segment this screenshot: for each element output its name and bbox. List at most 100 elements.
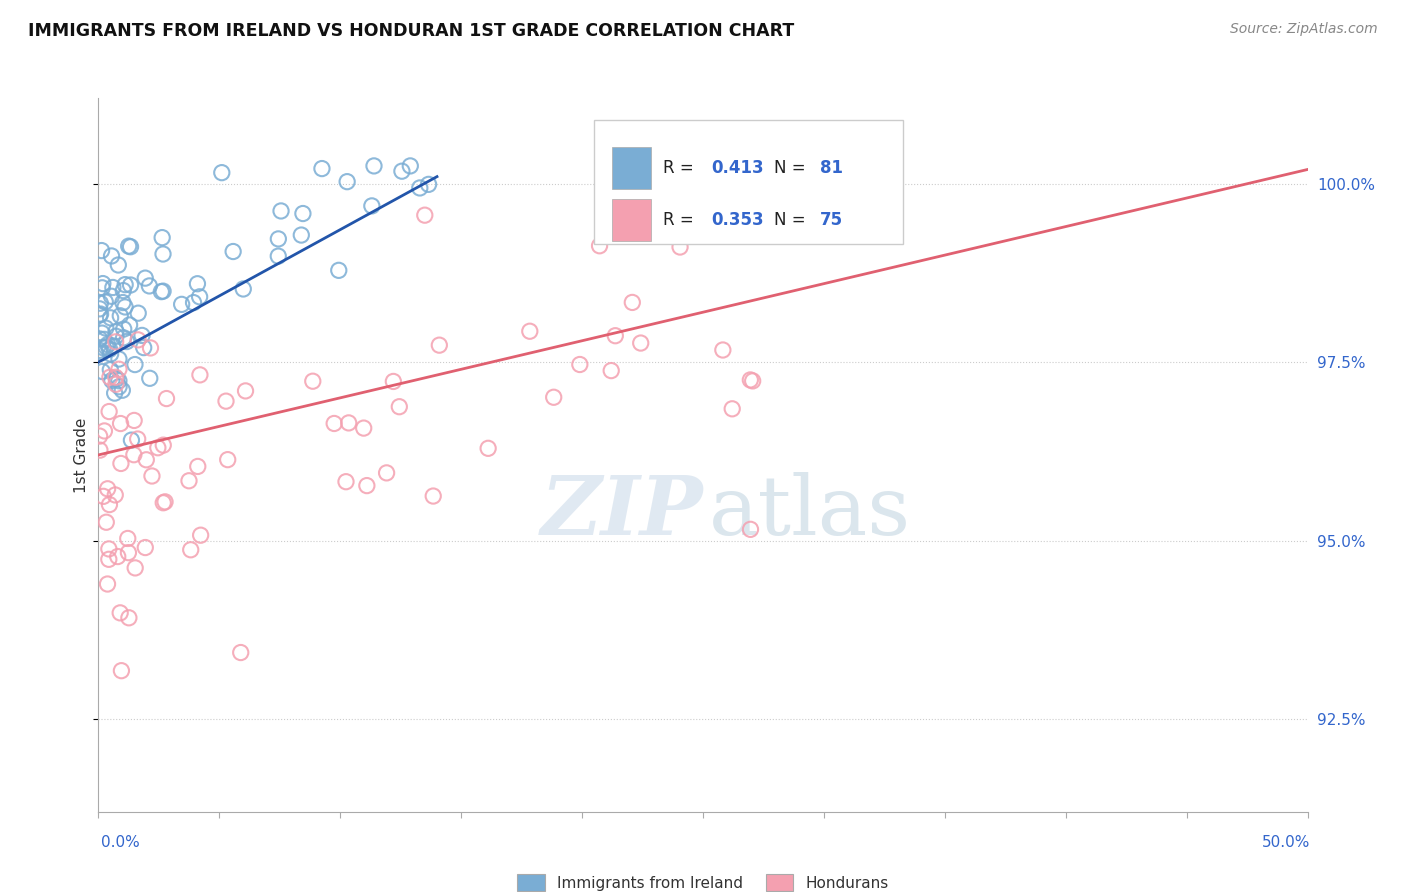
Point xyxy=(270,203,292,218)
Point xyxy=(104,488,127,502)
Point xyxy=(229,646,252,660)
Point xyxy=(152,284,174,298)
Point xyxy=(112,331,135,345)
Point xyxy=(222,244,245,259)
Point xyxy=(104,386,127,401)
Point xyxy=(97,541,120,556)
Point xyxy=(118,318,141,332)
FancyBboxPatch shape xyxy=(595,120,903,244)
Text: IMMIGRANTS FROM IRELAND VS HONDURAN 1ST GRADE CORRELATION CHART: IMMIGRANTS FROM IRELAND VS HONDURAN 1ST … xyxy=(28,22,794,40)
Point xyxy=(96,577,118,591)
Point xyxy=(519,324,541,338)
Point xyxy=(427,338,450,352)
Point xyxy=(188,368,211,382)
Point xyxy=(150,285,173,299)
Point xyxy=(363,159,385,173)
Point xyxy=(112,322,135,336)
Point xyxy=(89,429,111,443)
Point xyxy=(588,239,610,253)
Point xyxy=(91,277,114,291)
Point xyxy=(418,178,440,192)
Text: 50.0%: 50.0% xyxy=(1263,836,1310,850)
Point xyxy=(399,159,422,173)
Point xyxy=(131,328,153,343)
Point xyxy=(155,392,177,406)
Point xyxy=(98,370,121,384)
Point xyxy=(108,351,131,366)
Point xyxy=(97,552,120,566)
Point xyxy=(104,334,127,349)
Point xyxy=(98,362,121,376)
Point xyxy=(669,240,692,254)
Point xyxy=(323,417,346,431)
Point xyxy=(336,175,359,189)
Point xyxy=(91,345,114,359)
Point xyxy=(153,495,176,509)
Y-axis label: 1st Grade: 1st Grade xyxy=(75,417,89,492)
Point xyxy=(127,333,149,347)
Point xyxy=(89,443,111,458)
Point xyxy=(118,611,141,625)
Point xyxy=(114,300,136,314)
Point xyxy=(91,365,114,379)
Text: R =: R = xyxy=(664,159,699,177)
Text: R =: R = xyxy=(664,211,699,228)
Point xyxy=(141,469,163,483)
Point xyxy=(100,249,122,263)
Legend: Immigrants from Ireland, Hondurans: Immigrants from Ireland, Hondurans xyxy=(512,868,894,892)
Point xyxy=(353,421,375,435)
Point xyxy=(413,208,436,222)
Text: 81: 81 xyxy=(820,159,844,177)
Point xyxy=(97,337,120,351)
Point xyxy=(101,374,124,388)
Text: ZIP: ZIP xyxy=(540,472,703,552)
Point xyxy=(139,371,162,385)
Point xyxy=(114,277,136,292)
Point xyxy=(101,280,124,294)
Point xyxy=(93,424,115,438)
Point xyxy=(111,383,134,397)
Text: N =: N = xyxy=(775,159,811,177)
Text: 75: 75 xyxy=(820,211,844,228)
Point xyxy=(605,328,627,343)
Point xyxy=(100,347,122,361)
Point xyxy=(127,432,149,446)
Point xyxy=(152,247,174,261)
Point xyxy=(135,452,157,467)
Point xyxy=(291,206,314,220)
Point xyxy=(356,478,378,492)
Point xyxy=(115,334,138,349)
Point xyxy=(741,374,763,388)
Point xyxy=(117,546,139,560)
Point xyxy=(267,232,290,246)
Point xyxy=(93,332,115,346)
Point xyxy=(117,532,139,546)
Point xyxy=(215,394,238,409)
Point xyxy=(89,296,111,310)
Point xyxy=(132,341,155,355)
Point xyxy=(89,301,111,316)
FancyBboxPatch shape xyxy=(613,147,651,189)
Point xyxy=(94,294,117,309)
Point xyxy=(91,281,114,295)
Point xyxy=(267,249,290,263)
Point xyxy=(711,343,734,357)
Point xyxy=(127,306,149,320)
Point xyxy=(124,358,146,372)
Point xyxy=(94,321,117,335)
Point xyxy=(98,343,121,357)
Point xyxy=(388,400,411,414)
Point xyxy=(108,380,131,394)
Point xyxy=(211,166,233,180)
Point xyxy=(600,363,623,377)
Point xyxy=(382,375,405,389)
Point xyxy=(120,278,142,293)
Point xyxy=(180,542,202,557)
Point xyxy=(328,263,350,277)
Point xyxy=(108,362,131,376)
Point xyxy=(721,401,744,416)
Point xyxy=(301,374,323,388)
Point xyxy=(118,239,141,253)
Point xyxy=(98,404,121,418)
Point xyxy=(422,489,444,503)
